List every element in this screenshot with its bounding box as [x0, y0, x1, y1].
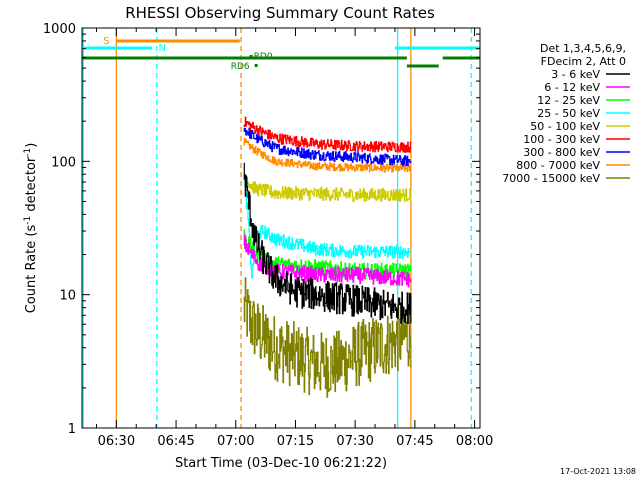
legend-entry-label: 7000 - 15000 keV [502, 172, 600, 185]
series-line-0 [243, 162, 412, 324]
y-axis-label-end: ) [24, 143, 39, 148]
plot-area-frame [81, 27, 481, 429]
x-axis-label: Start Time (03-Dec-10 06:21:22) [175, 456, 387, 471]
flag-label-rd0: RD0 [254, 52, 273, 62]
flag-label-s: S [103, 36, 109, 47]
legend-entry-label: 3 - 6 keV [551, 68, 600, 81]
series-line-4 [243, 175, 412, 203]
x-tick-label: 07:00 [217, 434, 254, 449]
series-line-7 [243, 137, 412, 173]
flag-label-n: N [158, 43, 165, 54]
y-tick-label: 1000 [43, 22, 76, 37]
legend-entry-label: 12 - 25 keV [537, 94, 600, 107]
legend-entry-label: 6 - 12 keV [544, 81, 600, 94]
legend-entry-label: 100 - 300 keV [523, 133, 600, 146]
legend-entry-label: 800 - 7000 keV [516, 159, 600, 172]
series-line-8 [243, 277, 412, 398]
legend: Det 1,3,4,5,6,9,FDecim 2, Att 03 - 6 keV… [502, 42, 630, 185]
y-axis-label-sup: -1 [23, 216, 33, 225]
series-line-3 [243, 179, 412, 279]
y-tick-label: 1 [68, 422, 76, 437]
y-tick-label: 100 [51, 155, 76, 170]
x-tick-label: 07:45 [396, 434, 433, 449]
flag-marker-rd6 [254, 64, 258, 67]
footer-date: 17-Oct-2021 13:08 [560, 467, 636, 476]
legend-entry-label: 50 - 100 keV [530, 120, 600, 133]
x-tick-label: 06:30 [98, 434, 135, 449]
y-axis-label: Count Rate (s-1 detector-1) [23, 143, 39, 314]
chart-title: RHESSI Observing Summary Count Rates [125, 4, 435, 22]
y-axis-label-main: Count Rate (s [24, 225, 39, 314]
flag-marker-rd0 [249, 55, 253, 58]
legend-entry-label: 300 - 800 keV [523, 146, 600, 159]
series-line-6 [243, 127, 412, 167]
x-tick-label: 07:15 [277, 434, 314, 449]
flag-label-rd6: RD6 [231, 62, 250, 72]
x-tick-label: 08:00 [456, 434, 493, 449]
x-tick-label: 07:30 [336, 434, 373, 449]
y-axis-label-mid: detector [24, 156, 39, 216]
legend-header-line: Det 1,3,4,5,6,9, [540, 42, 626, 55]
series-line-5 [243, 116, 412, 153]
y-tick-label: 10 [59, 289, 76, 304]
y-axis-label-sup2: -1 [23, 148, 33, 157]
x-tick-label: 06:45 [157, 434, 194, 449]
legend-entry-label: 25 - 50 keV [537, 107, 600, 120]
legend-header-line: FDecim 2, Att 0 [541, 55, 626, 68]
